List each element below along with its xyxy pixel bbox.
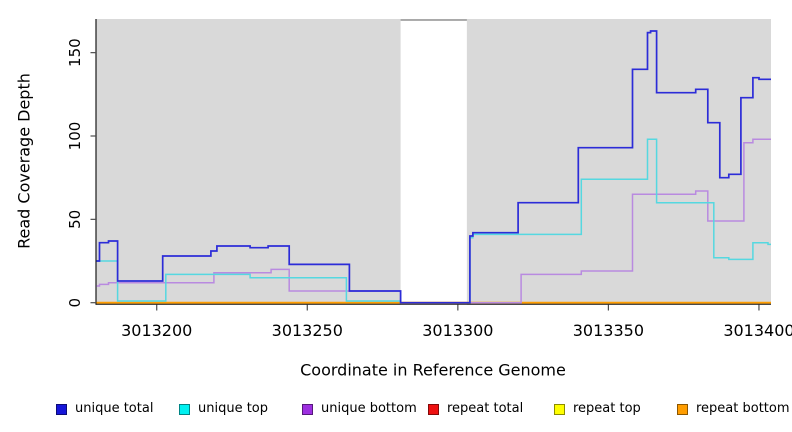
x-tick-label: 3013400 bbox=[723, 321, 792, 340]
y-tick-label: 50 bbox=[66, 210, 84, 229]
masked-region bbox=[400, 20, 467, 306]
series-unique-bottom bbox=[96, 138, 771, 304]
y-axis-label: Read Coverage Depth bbox=[14, 73, 34, 249]
legend-swatch-repeat-total bbox=[428, 404, 439, 415]
legend-swatch-unique-bottom bbox=[302, 404, 313, 415]
x-tick-label: 3013300 bbox=[422, 321, 493, 340]
legend-label: unique bottom bbox=[321, 401, 417, 416]
legend-label: repeat bottom bbox=[696, 401, 790, 416]
y-tick-label: 150 bbox=[66, 38, 84, 67]
x-tick-label: 3013250 bbox=[272, 321, 343, 340]
legend-label: repeat total bbox=[447, 401, 524, 416]
legend-label: unique total bbox=[75, 401, 154, 416]
legend-label: repeat top bbox=[573, 401, 641, 416]
legend-swatch-repeat-bottom bbox=[677, 404, 688, 415]
series-unique-top bbox=[96, 138, 771, 304]
x-tick-label: 3013200 bbox=[121, 321, 192, 340]
x-tick-label: 3013350 bbox=[573, 321, 644, 340]
legend: unique total unique top unique bottom repea… bbox=[0, 398, 792, 422]
series-unique-total bbox=[96, 30, 771, 304]
y-tick-label: 100 bbox=[66, 122, 84, 151]
legend-swatch-repeat-top bbox=[554, 404, 565, 415]
legend-label: unique top bbox=[198, 401, 269, 416]
x-axis-label: Coordinate in Reference Genome bbox=[300, 360, 566, 380]
legend-swatch-unique-total bbox=[56, 404, 67, 415]
legend-swatch-unique-top bbox=[179, 404, 190, 415]
y-tick-label: 0 bbox=[66, 298, 84, 308]
